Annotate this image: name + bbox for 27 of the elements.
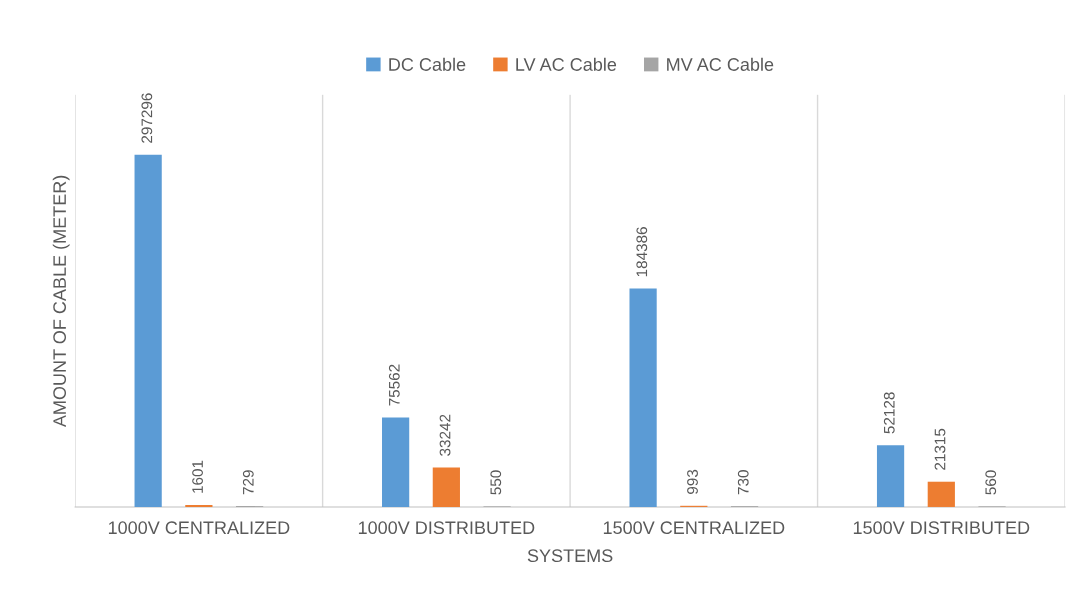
data-label: 730 [737,470,749,495]
data-label: 560 [985,470,997,495]
data-label: 52128 [883,392,895,434]
data-label: 33242 [439,414,451,456]
x-tick-label: 1500V DISTRIBUTED [853,521,1030,535]
bar [927,481,955,507]
x-tick-label: 1000V CENTRALIZED [108,521,290,535]
legend-label: LV AC Cable [516,57,617,71]
bar [134,154,162,507]
data-label: 550 [490,470,502,495]
bar [629,288,657,507]
data-label: 75562 [388,364,400,406]
data-label: 297296 [141,93,153,143]
data-label: 729 [242,470,254,495]
data-label: 993 [687,469,698,494]
legend-label: DC Cable [389,57,466,71]
bar [432,467,460,507]
data-label: 184386 [636,227,648,277]
legend-label: MV AC Cable [667,57,774,71]
data-label: 1601 [192,460,203,493]
x-axis-title: SYSTEMS [527,549,613,563]
bar [382,417,410,507]
bar [876,445,905,507]
y-axis-title: AMOUNT OF CABLE (METER) [52,175,70,428]
x-tick-label: 1000V DISTRIBUTED [358,521,535,535]
x-tick-label: 1500V CENTRALIZED [603,521,785,535]
data-label: 21315 [934,428,946,470]
